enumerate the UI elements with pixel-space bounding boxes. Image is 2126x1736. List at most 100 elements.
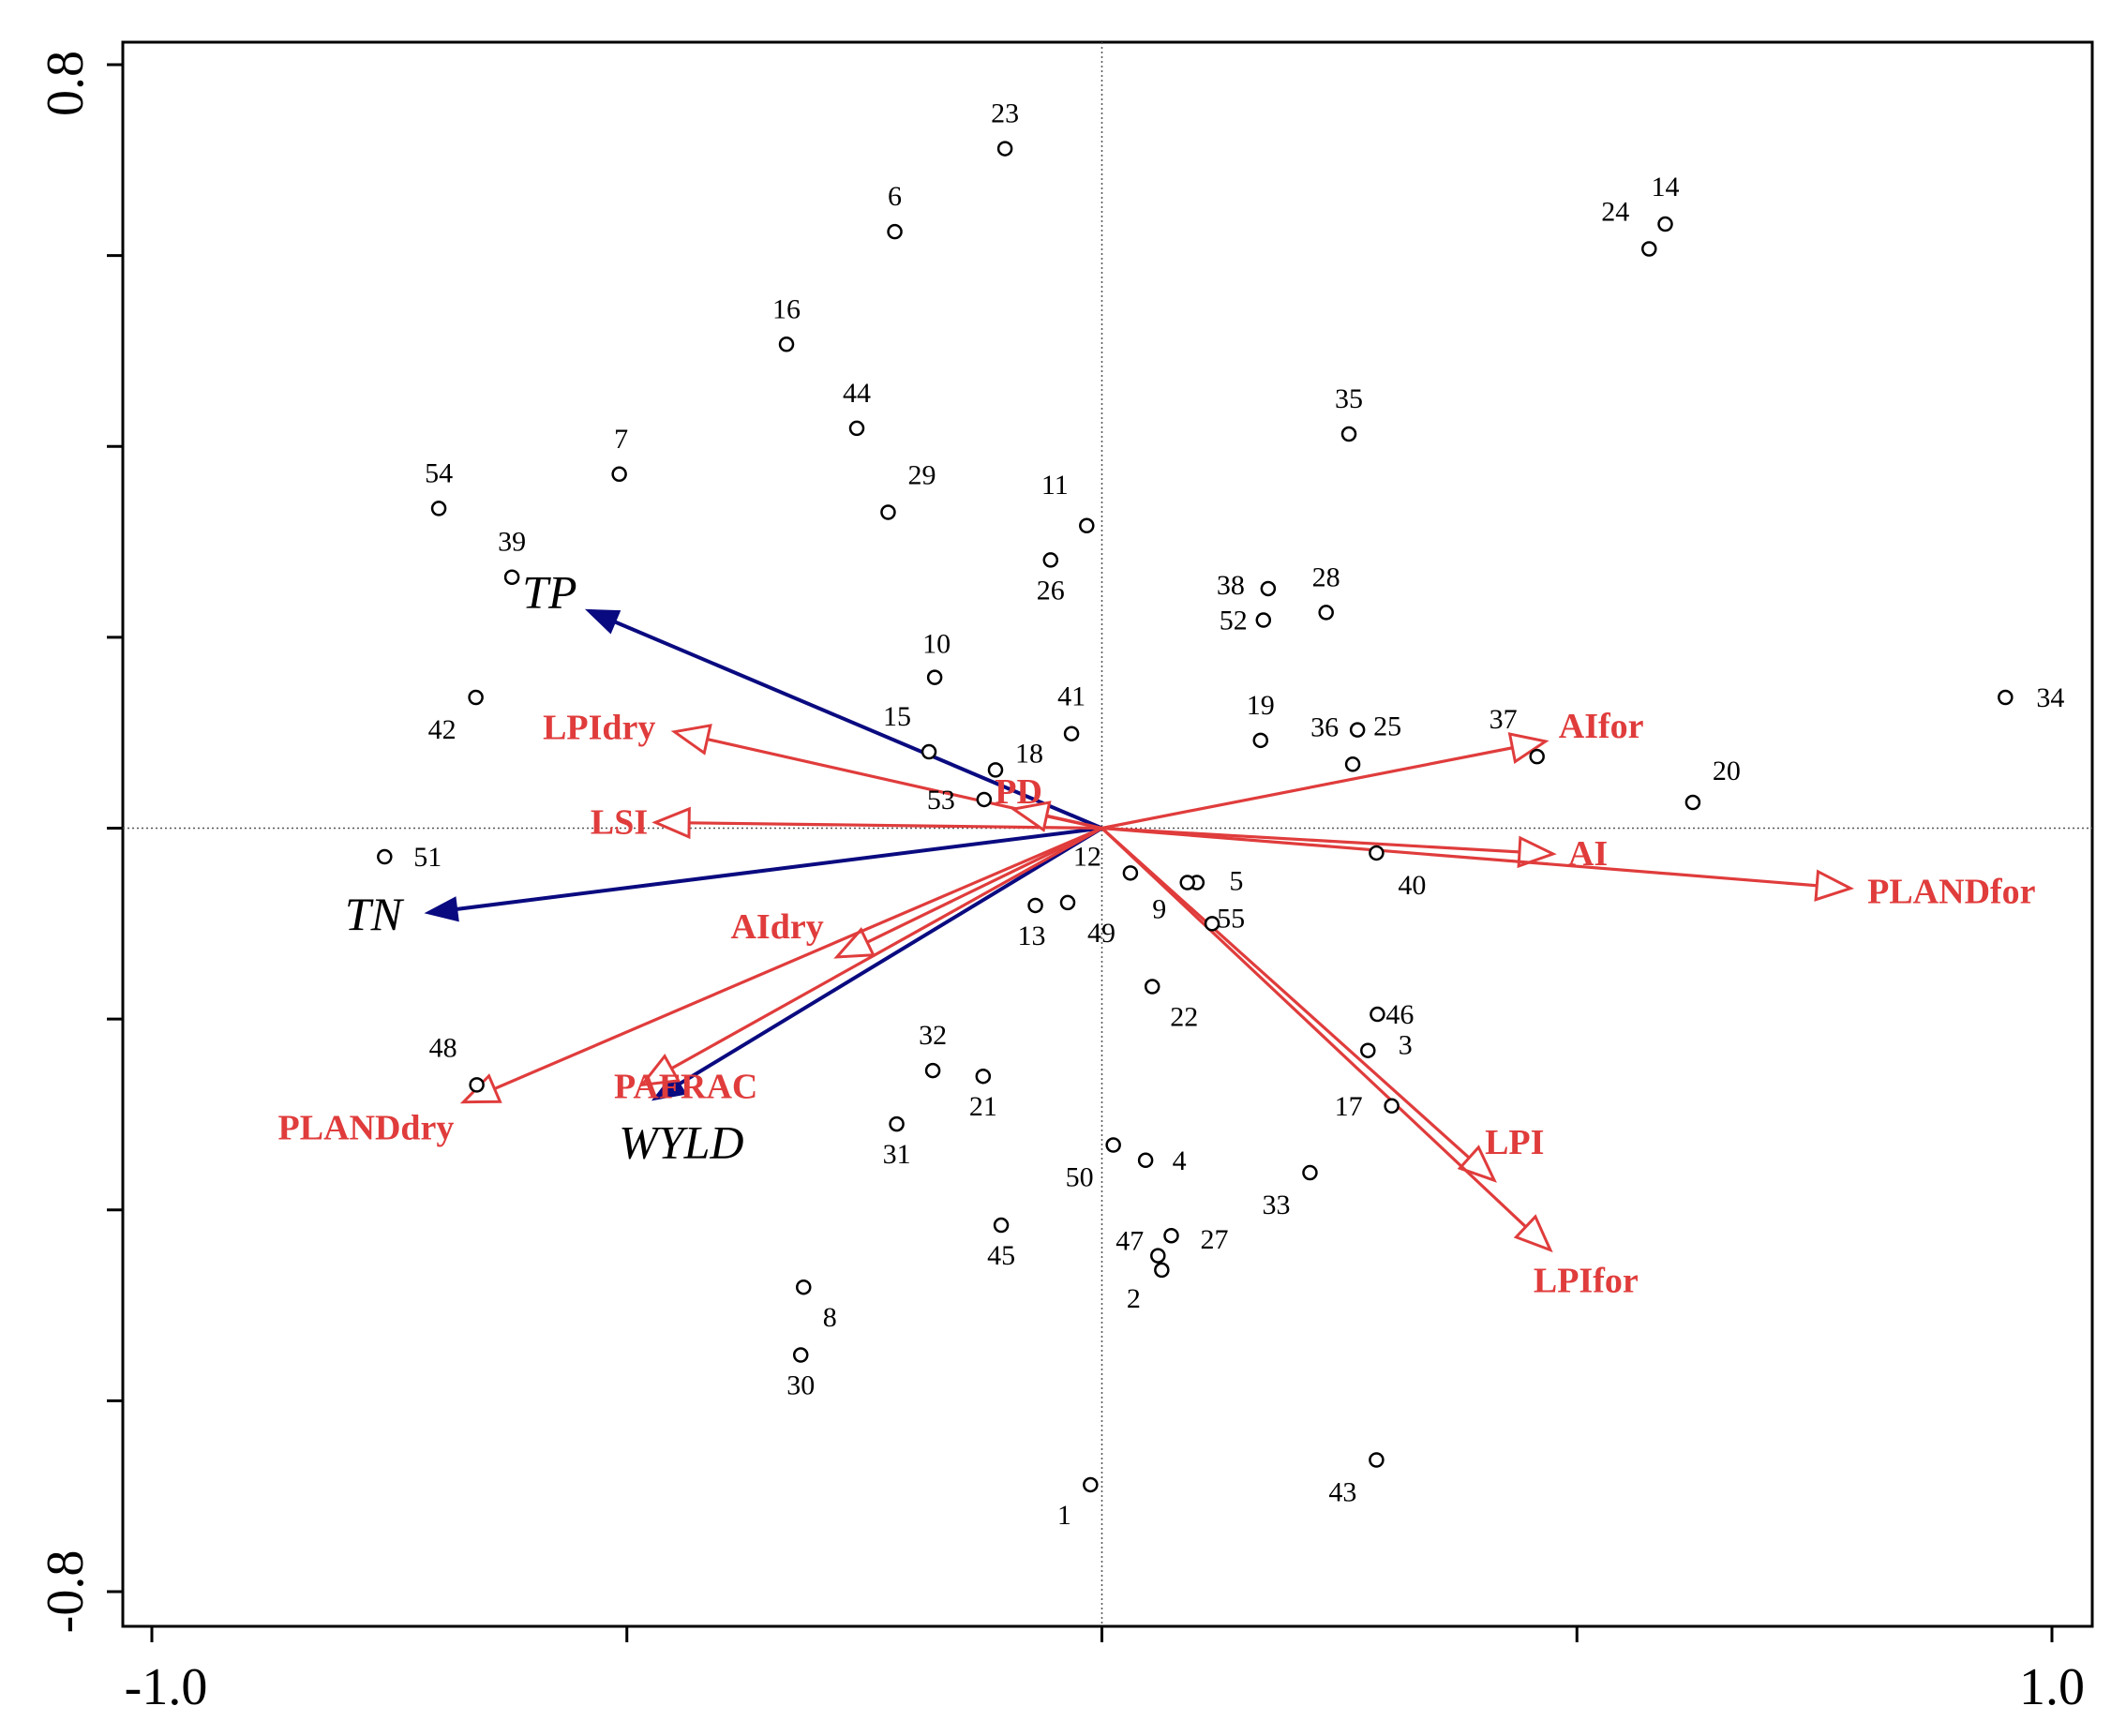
site-35: 35 [1335, 383, 1363, 442]
site-point [1204, 916, 1220, 932]
sites: 1234567891011121314151617181920212223242… [377, 98, 2064, 1531]
site-50: 50 [1066, 1137, 1121, 1193]
site-point [377, 848, 393, 865]
landscape-vector-aidry: AIdry [730, 827, 1103, 959]
site-label: 41 [1057, 681, 1085, 712]
env-vector-shaft [679, 826, 1103, 1085]
site-label: 21 [969, 1091, 997, 1122]
env-vector-tn: TN [345, 826, 1102, 940]
env-vector-label: WYLD [619, 1116, 743, 1169]
site-point [924, 1062, 941, 1079]
site-33: 33 [1262, 1164, 1318, 1220]
site-point [1302, 1164, 1318, 1181]
site-point [1059, 894, 1076, 911]
site-47: 47 [1115, 1226, 1166, 1264]
landscape-vector-shaft [1101, 741, 1543, 831]
site-18: 18 [987, 738, 1043, 778]
landscape-vector-arrowhead [833, 927, 876, 959]
landscape-vector-label: AIfor [1559, 707, 1644, 746]
site-3: 3 [1360, 1030, 1413, 1061]
env-vector-arrowhead [424, 896, 459, 922]
site-2: 2 [1127, 1262, 1170, 1314]
site-label: 25 [1373, 711, 1401, 742]
site-point [1340, 426, 1357, 442]
site-point [430, 501, 447, 516]
tick-labels: -1.0 1.0 0.8 -0.8 [37, 51, 2085, 1716]
site-label: 45 [987, 1240, 1015, 1271]
site-34: 34 [1998, 682, 2064, 713]
landscape-vector-pd: PD [995, 772, 1102, 832]
site-25: 25 [1349, 711, 1401, 742]
site-point [987, 762, 1004, 778]
site-32: 32 [919, 1020, 947, 1079]
site-point [993, 1217, 1010, 1234]
site-point [1529, 748, 1545, 765]
site-30: 30 [786, 1347, 815, 1401]
site-point [1144, 979, 1160, 995]
landscape-vector-planddry: PLANDdry [278, 827, 1103, 1148]
env-vector-label: TP [522, 565, 576, 618]
site-point [792, 1347, 809, 1363]
site-27: 27 [1163, 1224, 1228, 1255]
site-23: 23 [991, 98, 1019, 157]
site-7: 7 [611, 424, 628, 483]
site-label: 9 [1152, 894, 1166, 925]
site-9: 9 [1152, 875, 1195, 925]
site-point [1122, 865, 1139, 881]
site-53: 53 [927, 785, 993, 816]
site-point [887, 223, 903, 240]
landscape-vector-label: PLANDfor [1867, 873, 2036, 912]
site-29: 29 [880, 460, 936, 520]
site-40: 40 [1369, 845, 1426, 901]
site-point [611, 466, 627, 483]
site-point [1179, 875, 1195, 890]
site-13: 13 [1018, 897, 1046, 951]
site-label: 53 [927, 785, 955, 816]
site-label: 31 [883, 1139, 911, 1170]
site-point [1641, 241, 1657, 257]
landscape-vector-pafrac: PAFRAC [614, 827, 1103, 1106]
site-label: 2 [1127, 1283, 1141, 1314]
site-39: 39 [498, 527, 526, 585]
site-51: 51 [377, 842, 442, 873]
site-label: 36 [1310, 711, 1339, 742]
site-label: 10 [922, 629, 951, 660]
site-point [1260, 580, 1277, 597]
x-tick-label-min: -1.0 [125, 1658, 208, 1716]
site-point [880, 504, 896, 520]
landscape-vector-shaft [839, 827, 1103, 957]
site-48: 48 [429, 1032, 485, 1093]
site-label: 16 [772, 293, 801, 324]
site-19: 19 [1247, 690, 1275, 749]
site-point [1137, 1152, 1154, 1169]
env-vector-shaft [457, 826, 1102, 911]
site-15: 15 [883, 701, 937, 760]
site-point [1384, 1098, 1400, 1115]
plot-frame [121, 40, 2094, 1628]
site-point [1684, 794, 1701, 811]
env-vector-arrowhead [584, 608, 621, 635]
site-point [1318, 605, 1334, 621]
landscape-vector-label: PAFRAC [614, 1067, 757, 1106]
site-label: 49 [1087, 918, 1115, 949]
site-label: 13 [1018, 920, 1046, 951]
site-point [1079, 517, 1095, 534]
landscape-vector-shaft [644, 827, 1103, 1085]
landscape-vector-label: LSI [591, 802, 648, 842]
site-28: 28 [1312, 561, 1340, 621]
landscape-vector-label: LPI [1485, 1123, 1544, 1162]
site-point [1255, 612, 1272, 628]
landscape-vector-shaft [1101, 826, 1848, 890]
x-tick-label-max: 1.0 [2019, 1658, 2085, 1716]
site-point [796, 1279, 812, 1295]
landscape-vector-lsi: LSI [591, 802, 1102, 842]
site-label: 44 [843, 378, 871, 409]
vectors: TP TN WYLD LPIdry LSI PD AIdry PAFRAC PLANDdry AI… [278, 565, 2036, 1300]
site-label: 24 [1601, 196, 1629, 227]
site-label: 17 [1335, 1091, 1363, 1122]
env-vector-arrowhead [651, 1072, 687, 1101]
site-55: 55 [1204, 903, 1245, 934]
landscape-vector-label: LPIdry [543, 709, 655, 748]
site-point [1163, 1227, 1179, 1244]
site-54: 54 [425, 457, 453, 516]
